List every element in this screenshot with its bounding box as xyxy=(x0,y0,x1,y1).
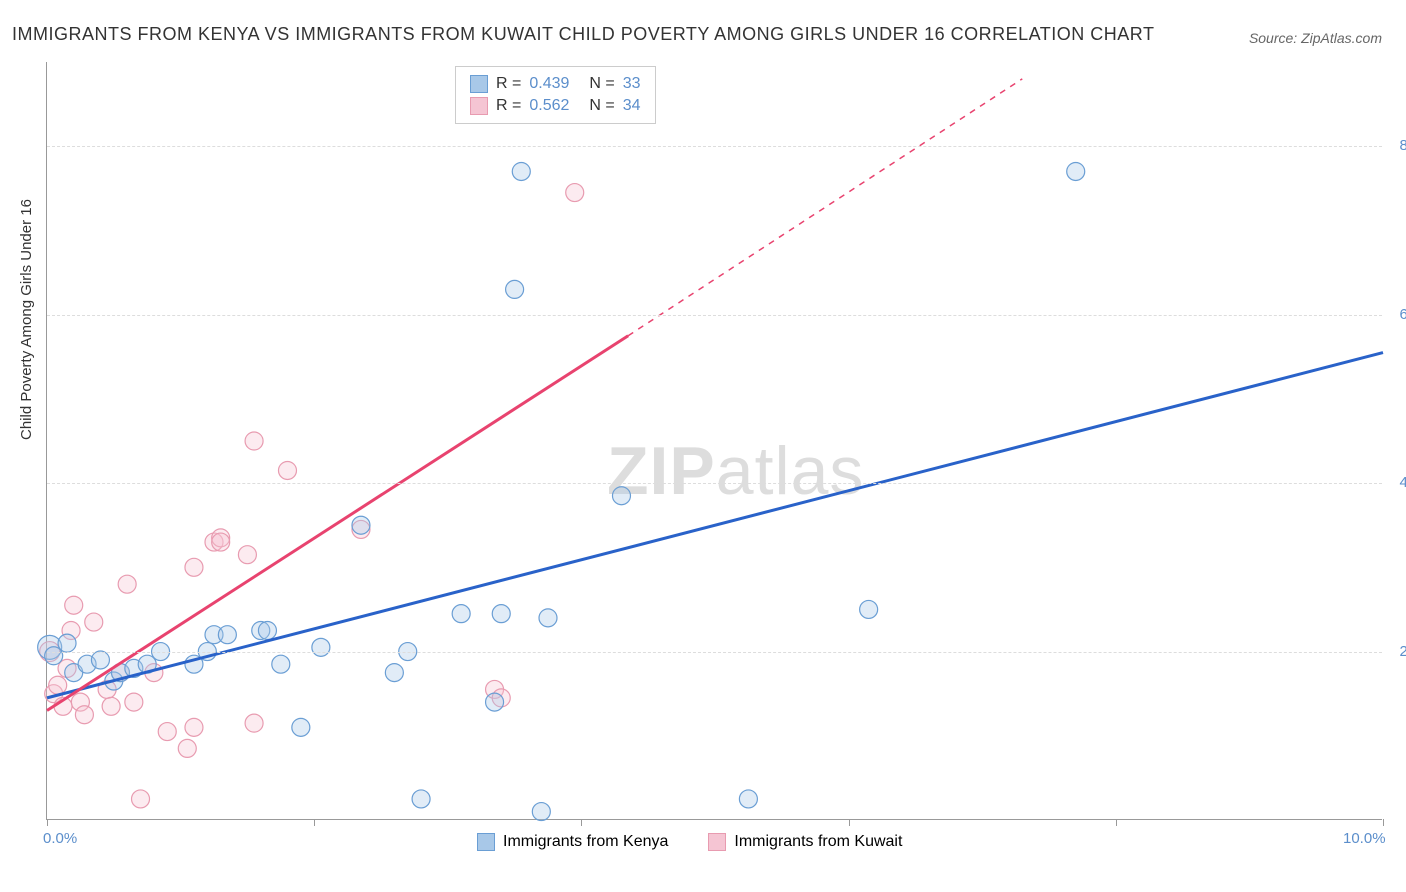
scatter-point xyxy=(185,558,203,576)
scatter-point xyxy=(212,533,230,551)
x-tick-label: 10.0% xyxy=(1343,830,1386,847)
x-tick xyxy=(1383,819,1384,826)
scatter-point xyxy=(245,714,263,732)
source-attribution: Source: ZipAtlas.com xyxy=(1249,30,1382,46)
scatter-point xyxy=(1067,162,1085,180)
gridline-h xyxy=(47,652,1382,653)
legend-series-bottom: Immigrants from Kenya Immigrants from Ku… xyxy=(477,833,902,851)
y-axis-label: Child Poverty Among Girls Under 16 xyxy=(18,199,35,440)
scatter-point xyxy=(91,651,109,669)
trend-line xyxy=(47,353,1383,698)
scatter-point xyxy=(185,718,203,736)
gridline-h xyxy=(47,483,1382,484)
source-label: Source: xyxy=(1249,30,1301,46)
scatter-point xyxy=(486,693,504,711)
scatter-point xyxy=(492,605,510,623)
scatter-point xyxy=(278,461,296,479)
trend-line xyxy=(47,336,628,711)
y-tick-label: 20.0% xyxy=(1387,643,1406,660)
scatter-point xyxy=(452,605,470,623)
scatter-point xyxy=(612,487,630,505)
x-tick xyxy=(47,819,48,826)
gridline-h xyxy=(47,315,1382,316)
scatter-point xyxy=(178,739,196,757)
legend-swatch-kuwait-bottom xyxy=(708,833,726,851)
scatter-point xyxy=(85,613,103,631)
scatter-point xyxy=(218,626,236,644)
scatter-point xyxy=(292,718,310,736)
scatter-point xyxy=(75,706,93,724)
x-tick xyxy=(314,819,315,826)
scatter-point xyxy=(132,790,150,808)
scatter-point xyxy=(158,723,176,741)
y-tick-label: 40.0% xyxy=(1387,474,1406,491)
scatter-point xyxy=(860,600,878,618)
y-tick-label: 80.0% xyxy=(1387,137,1406,154)
legend-item-kenya: Immigrants from Kenya xyxy=(477,833,668,851)
scatter-point xyxy=(245,432,263,450)
scatter-point xyxy=(49,676,67,694)
scatter-point xyxy=(272,655,290,673)
x-tick xyxy=(849,819,850,826)
x-tick-label: 0.0% xyxy=(43,830,77,847)
chart-plot-area: ZIPatlas R = 0.439 N = 33 R = 0.562 N = … xyxy=(46,62,1382,820)
legend-swatch-kenya-bottom xyxy=(477,833,495,851)
scatter-point xyxy=(238,546,256,564)
legend-label-kuwait: Immigrants from Kuwait xyxy=(734,833,902,851)
scatter-point xyxy=(412,790,430,808)
x-tick xyxy=(581,819,582,826)
scatter-point xyxy=(125,693,143,711)
scatter-point xyxy=(512,162,530,180)
scatter-point xyxy=(118,575,136,593)
trend-line-extrapolated xyxy=(628,79,1022,336)
scatter-point xyxy=(58,634,76,652)
scatter-point xyxy=(312,638,330,656)
scatter-plot-svg xyxy=(47,62,1382,819)
scatter-point xyxy=(539,609,557,627)
scatter-point xyxy=(258,622,276,640)
scatter-point xyxy=(102,697,120,715)
y-tick-label: 60.0% xyxy=(1387,306,1406,323)
scatter-point xyxy=(566,184,584,202)
x-tick xyxy=(1116,819,1117,826)
gridline-h xyxy=(47,146,1382,147)
legend-label-kenya: Immigrants from Kenya xyxy=(503,833,668,851)
scatter-point xyxy=(385,664,403,682)
scatter-point xyxy=(739,790,757,808)
source-value: ZipAtlas.com xyxy=(1301,30,1382,46)
chart-title: IMMIGRANTS FROM KENYA VS IMMIGRANTS FROM… xyxy=(12,24,1154,45)
scatter-point xyxy=(65,596,83,614)
scatter-point xyxy=(352,516,370,534)
legend-item-kuwait: Immigrants from Kuwait xyxy=(708,833,902,851)
scatter-point xyxy=(506,280,524,298)
scatter-point xyxy=(532,803,550,821)
